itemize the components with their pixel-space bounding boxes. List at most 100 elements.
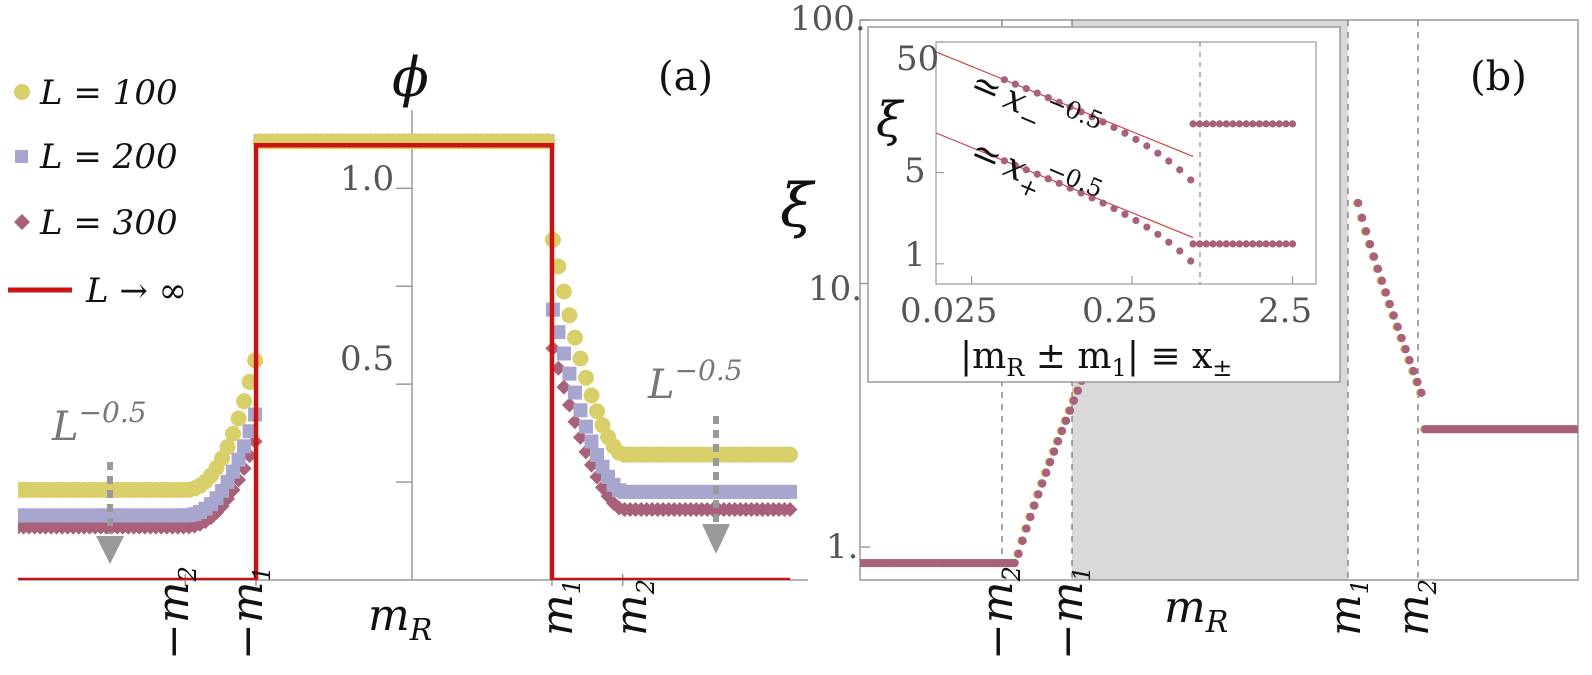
inset-plateau-point-lower-5 <box>1222 240 1230 248</box>
panel-b-point-L300-128 <box>1361 227 1371 236</box>
inset-plateau-point-upper-7 <box>1235 120 1244 128</box>
panel-b-series-L300 <box>860 198 1578 568</box>
inset-point-0-13 <box>1143 142 1151 150</box>
legend-label-Linf: L → ∞ <box>85 271 187 311</box>
point-L300-140 <box>782 502 798 517</box>
inset-plateau-point-lower-0 <box>1189 240 1197 248</box>
panel-b-point-L300-181 <box>1571 425 1578 434</box>
point-L300-35 <box>203 510 219 526</box>
inset-fit-points-1 <box>1000 157 1195 265</box>
panel-b-point-L300-42 <box>1022 524 1031 533</box>
panel-b-point-L300-46 <box>1038 479 1047 488</box>
inset-plateau-point-upper-3 <box>1209 120 1217 128</box>
inset-plateau-point-lower-8 <box>1242 240 1250 248</box>
point-L100-98 <box>550 258 567 275</box>
panel-a-xtick-m2: m2 <box>606 579 660 636</box>
point-L300-101 <box>567 414 583 430</box>
panel-b-inset: 50 5 1 ξ 0.025 0.25 2.5 |mR ± m1| ≡ x± ≃… <box>867 26 1341 383</box>
inset-point-0-1 <box>1011 80 1019 88</box>
inset-ytick-50: 50 <box>896 39 939 79</box>
panel-b-point-L300-127 <box>1357 213 1367 223</box>
panel-a-xtick-neg-m1: −m1 <box>222 566 276 660</box>
panel-b-point-L300-49 <box>1049 447 1059 456</box>
point-L300-100 <box>561 397 577 413</box>
point-L200-103 <box>578 419 593 434</box>
inset-plateau-point-upper-14 <box>1282 120 1290 128</box>
series-Linf-line <box>18 143 790 580</box>
panel-b-point-L300-133 <box>1381 288 1391 297</box>
point-L200-41 <box>237 439 252 454</box>
legend-marker-L300 <box>14 214 30 230</box>
panel-a-y-ticks <box>396 187 412 483</box>
panel-a-right-arrow <box>702 416 730 554</box>
panel-b-point-L300-129 <box>1365 239 1375 249</box>
point-L200-104 <box>584 434 599 449</box>
inset-plateau-point-lower-1 <box>1196 240 1204 248</box>
inset-plateau-point-upper-15 <box>1288 120 1297 128</box>
point-L100-105 <box>589 403 605 420</box>
panel-b-point-L300-50 <box>1053 437 1063 446</box>
panel-a-label: (a) <box>658 54 713 100</box>
point-L100-104 <box>583 387 600 404</box>
inset-point-0-5 <box>1055 98 1063 106</box>
legend-marker-L200 <box>15 150 28 163</box>
panel-b-ytick-100: 100. <box>790 0 866 39</box>
inset-plateau-point-lower-6 <box>1229 240 1237 248</box>
inset-plateau-point-upper-13 <box>1275 120 1283 128</box>
panel-a-ytick-1.0: 1.0 <box>340 159 394 199</box>
inset-plateau-point-upper-4 <box>1216 120 1224 128</box>
panel-a-xtick-neg-m2: −m2 <box>148 566 202 660</box>
inset-plateau-point-upper-9 <box>1249 120 1257 128</box>
panel-b-point-L300-138 <box>1401 344 1410 354</box>
inset-point-1-12 <box>1132 216 1140 225</box>
inset-plateau-point-lower-9 <box>1249 240 1257 248</box>
inset-plateau-point-lower-11 <box>1262 240 1270 248</box>
inset-point-1-4 <box>1044 175 1052 183</box>
inset-plateau-point-upper-2 <box>1202 120 1210 128</box>
panel-a-legend: L = 100 L = 200 L = 300 L → ∞ <box>8 73 187 311</box>
inset-point-1-5 <box>1055 179 1063 187</box>
point-L200-99 <box>556 346 571 361</box>
panel-b-point-L300-53 <box>1065 406 1075 415</box>
inset-point-0-11 <box>1121 129 1129 137</box>
inset-data <box>935 41 1297 284</box>
panel-a-xtick-labels: −m2 −m1 m1 m2 <box>148 566 660 660</box>
panel-b-x-label: mR <box>1164 582 1228 640</box>
point-L200-39 <box>226 464 241 479</box>
panel-b-point-L300-137 <box>1397 333 1406 343</box>
panel-b-xtick-m1: m1 <box>1320 579 1374 636</box>
inset-point-0-10 <box>1110 123 1118 132</box>
point-L200-100 <box>562 366 577 381</box>
inset-point-0-2 <box>1022 85 1030 93</box>
panel-a-left-arrow <box>96 462 124 564</box>
panel-b-xtick-m2: m2 <box>1388 579 1442 636</box>
panel-b-point-L300-54 <box>1069 396 1079 405</box>
point-L100-100 <box>561 307 578 324</box>
point-L100-40 <box>230 410 247 427</box>
inset-plateau-lower <box>1189 240 1297 248</box>
inset-point-1-16 <box>1176 247 1184 255</box>
inset-y-label: ξ <box>876 92 905 148</box>
inset-plateau-point-upper-10 <box>1255 120 1263 128</box>
panel-b-point-L300-41 <box>1018 536 1027 545</box>
panel-a: (a) ϕ mR 1.0 0.5 L−0.5 L−0.5 −m2 −m1 m1 … <box>8 46 808 660</box>
inset-plateau-point-upper-12 <box>1269 120 1277 128</box>
panel-b-point-L300-45 <box>1034 490 1043 499</box>
panel-b-point-L300-141 <box>1413 377 1422 387</box>
point-L100-101 <box>566 329 583 346</box>
inset-fit-line-0 <box>935 51 1194 158</box>
inset-plateau-point-lower-4 <box>1216 240 1224 248</box>
inset-plateau-point-upper-8 <box>1242 120 1250 128</box>
panel-a-y-label: ϕ <box>392 46 429 109</box>
panel-b-ytick-1: 1. <box>826 527 858 567</box>
inset-fit-points-0 <box>1000 76 1195 184</box>
point-L100-42 <box>241 373 258 390</box>
inset-point-0-0 <box>1000 76 1008 84</box>
panel-b-xtick-neg-m1: −m1 <box>1042 566 1096 660</box>
inset-point-0-3 <box>1033 89 1041 97</box>
panel-b-point-L300-40 <box>1014 549 1023 558</box>
point-L100-103 <box>577 369 594 386</box>
inset-ytick-1: 1 <box>904 235 926 275</box>
inset-xtick-2.5: 2.5 <box>1258 291 1312 331</box>
inset-point-1-15 <box>1165 238 1173 246</box>
